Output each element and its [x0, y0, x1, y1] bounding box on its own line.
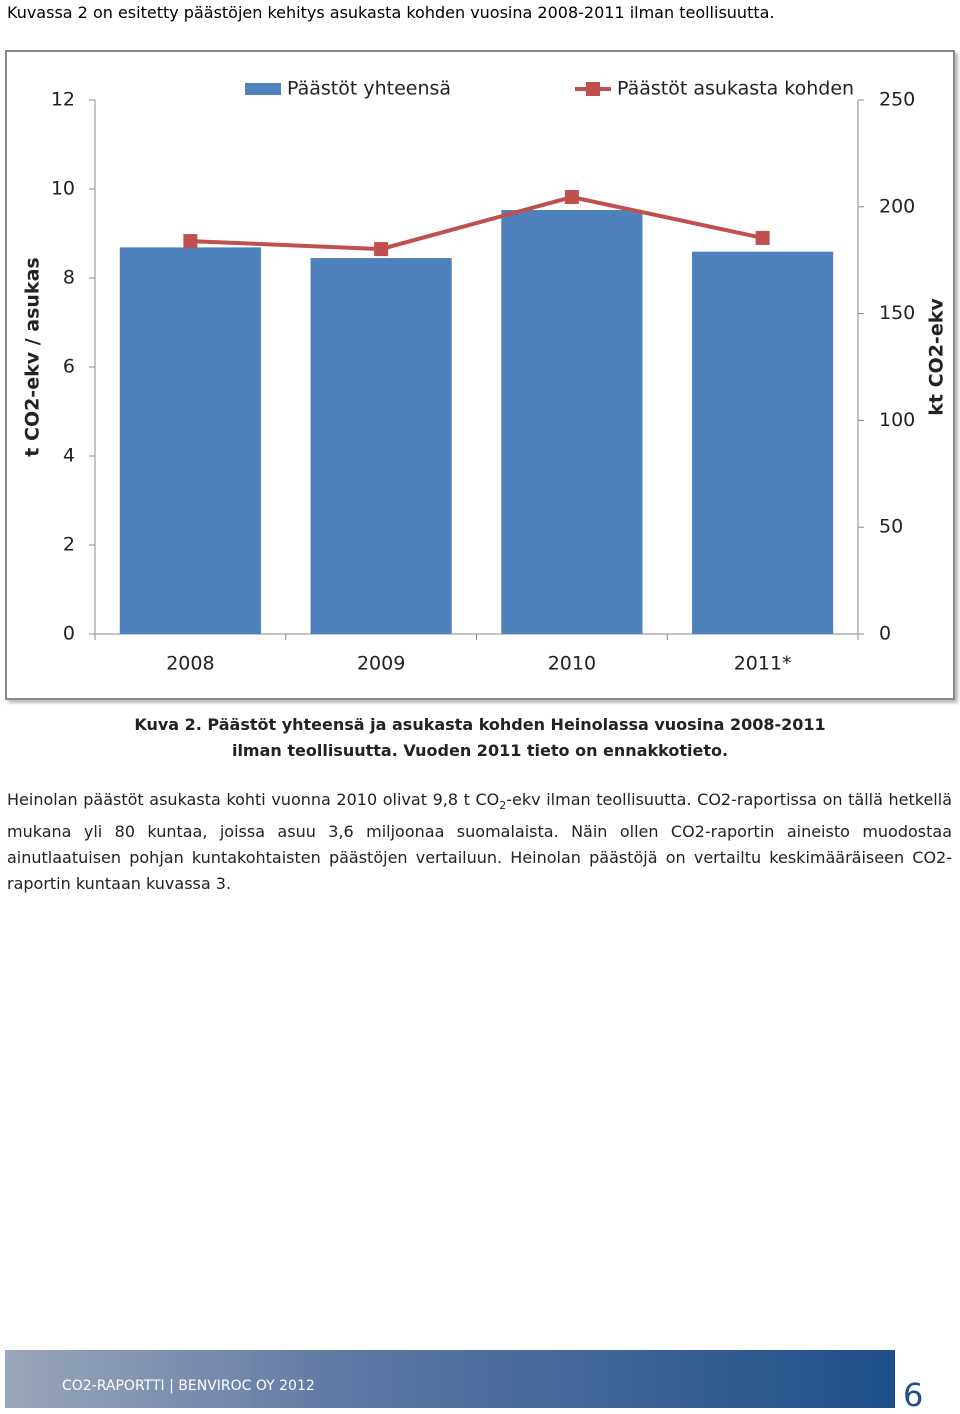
chart-frame: 0 2 4 6 8 10 12 0 50 100 150 200 250 t CO2-ekv / asuk…: [5, 50, 955, 700]
footer-banner: [5, 1350, 895, 1408]
paragraph: Heinolan päästöt asukasta kohti vuonna 2…: [7, 787, 952, 897]
y2-tick-label: 200: [879, 195, 915, 217]
point: [564, 190, 579, 205]
caption: Kuva 2. Päästöt yhteensä ja asukasta koh…: [134, 715, 826, 760]
x-tick-label: 2011*: [734, 653, 792, 675]
legend-label: Päästöt asukasta kohden: [617, 78, 854, 100]
bar: [310, 258, 452, 634]
page-number: 6: [903, 1376, 924, 1414]
y-tick-label: 4: [63, 445, 75, 467]
y2-tick-label: 150: [879, 302, 915, 324]
footer-text: CO2-RAPORTTI | BENVIROC OY 2012: [62, 1378, 315, 1394]
point: [755, 230, 770, 245]
intro-text: Kuvassa 2 on esitetty päästöjen kehitys …: [7, 3, 775, 22]
y2-tick-label: 0: [879, 623, 891, 645]
y-tick-label: 12: [51, 89, 75, 111]
line: [190, 194, 764, 252]
legend-label: Päästöt yhteensä: [287, 78, 451, 100]
y2-axis-title: kt CO2-ekv: [926, 298, 948, 416]
y2-tick-label: 50: [879, 516, 903, 538]
y-tick-label: 0: [63, 623, 75, 645]
subscript: 2: [499, 799, 507, 813]
bar: [692, 251, 834, 634]
y-axis-title: t CO2-ekv / asukas: [22, 257, 44, 456]
bar: [501, 210, 643, 634]
text: Heinolan päästöt asukasta kohti vuonna 2…: [7, 790, 500, 809]
x-tick-label: 2010: [548, 653, 596, 675]
bar: [119, 247, 261, 634]
y-tick-label: 8: [63, 267, 75, 289]
point: [374, 242, 389, 257]
x-tick-label: 2008: [166, 653, 214, 675]
legend-swatch: [586, 82, 600, 96]
point: [183, 234, 198, 249]
y-tick-label: 2: [63, 534, 75, 556]
x-tick-label: 2009: [357, 653, 405, 675]
y-tick-label: 6: [63, 356, 75, 378]
legend-swatch: [245, 83, 281, 95]
y2-tick-label: 100: [879, 409, 915, 431]
y2-tick-label: 250: [879, 89, 915, 111]
chart: 0 2 4 6 8 10 12 0 50 100 150 200 250 t CO2-ekv / asuk…: [22, 78, 948, 675]
text: -ekv ilman teollisuutta. CO2-raportissa …: [7, 790, 953, 894]
y-tick-label: 10: [51, 178, 75, 200]
